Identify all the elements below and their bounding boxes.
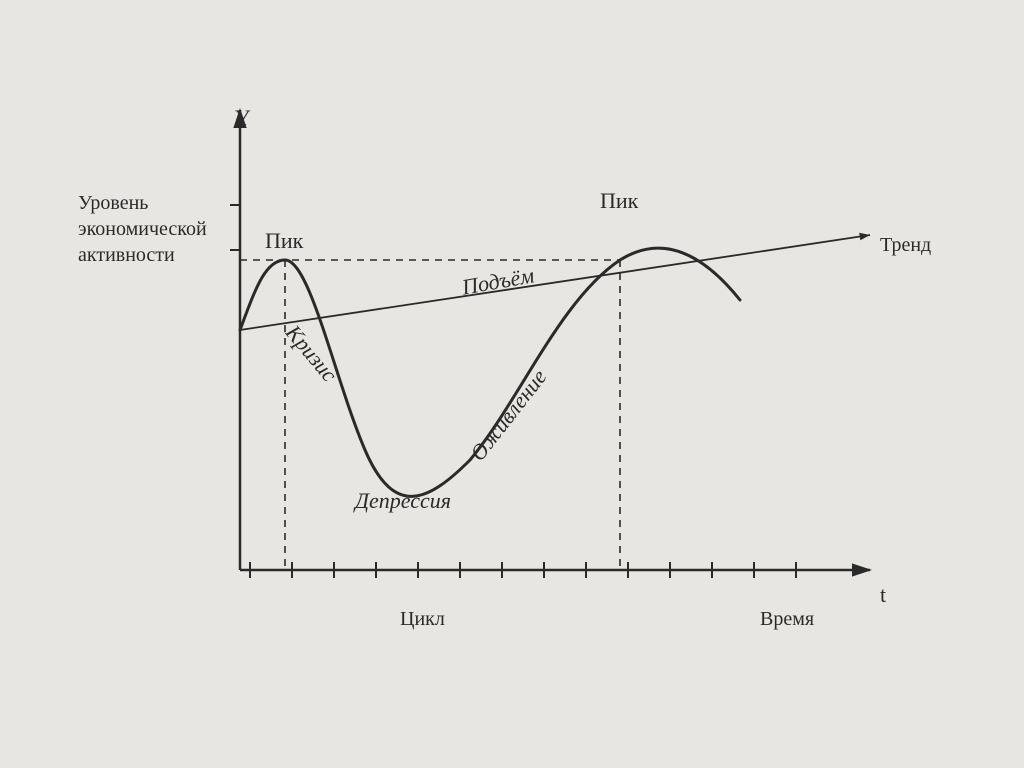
x-axis-label: t — [880, 582, 886, 608]
y-axis-label: Y — [235, 105, 251, 131]
x-title-time: Время — [760, 608, 814, 631]
phase-peak-2: Пик — [600, 188, 638, 214]
x-title-cycle: Цикл — [400, 608, 445, 631]
economic-cycle-chart: Y Уровень экономической активности t Цик… — [0, 0, 1024, 768]
chart-svg — [0, 0, 1024, 768]
phase-depression: Депрессия — [355, 488, 451, 514]
phase-peak-1: Пик — [265, 228, 303, 254]
y-axis-title: Уровень экономической активности — [78, 190, 207, 268]
trend-label: Тренд — [880, 234, 931, 257]
